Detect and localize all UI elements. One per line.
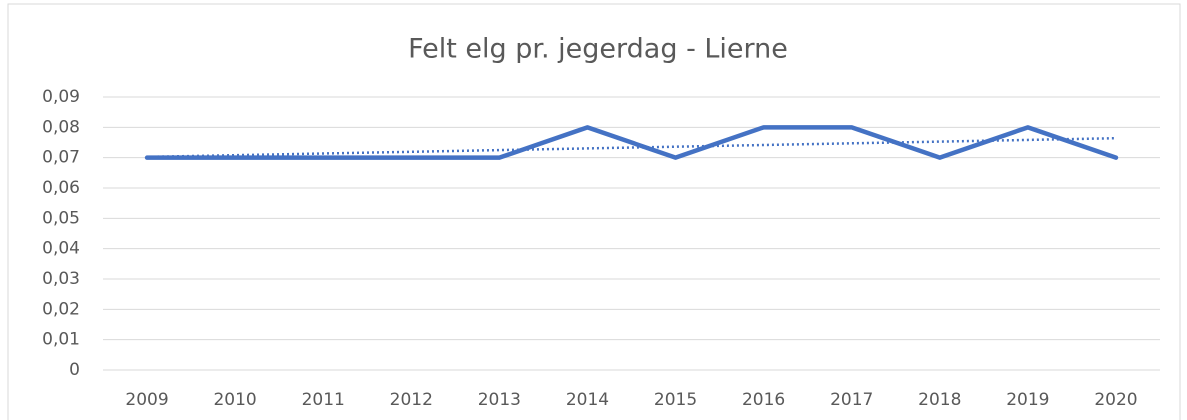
y-tick-label: 0,03 [42,269,80,289]
y-tick-label: 0,06 [42,178,80,198]
chart-title: Felt elg pr. jegerdag - Lierne [408,34,788,65]
y-tick-label: 0,09 [42,87,80,107]
x-tick-label: 2012 [390,390,433,410]
y-tick-label: 0,04 [42,239,80,259]
x-tick-label: 2017 [830,390,873,410]
y-tick-label: 0,05 [42,208,80,228]
x-tick-label: 2013 [478,390,521,410]
x-tick-label: 2014 [566,390,609,410]
x-tick-label: 2015 [654,390,697,410]
x-tick-label: 2019 [1006,390,1049,410]
chart-border [7,3,1181,420]
x-tick-label: 2018 [918,390,961,410]
y-tick-label: 0,07 [42,148,80,168]
trendline [147,136,1116,159]
y-tick-label: 0,02 [42,299,80,319]
y-tick-label: 0,08 [42,117,80,137]
x-tick-label: 2011 [302,390,345,410]
y-tick-label: 0 [69,360,80,380]
x-tick-label: 2009 [125,390,168,410]
x-tick-label: 2016 [742,390,785,410]
x-tick-label: 2020 [1094,390,1137,410]
x-tick-label: 2010 [213,390,256,410]
y-tick-label: 0,01 [42,330,80,350]
line-series [144,125,1119,160]
